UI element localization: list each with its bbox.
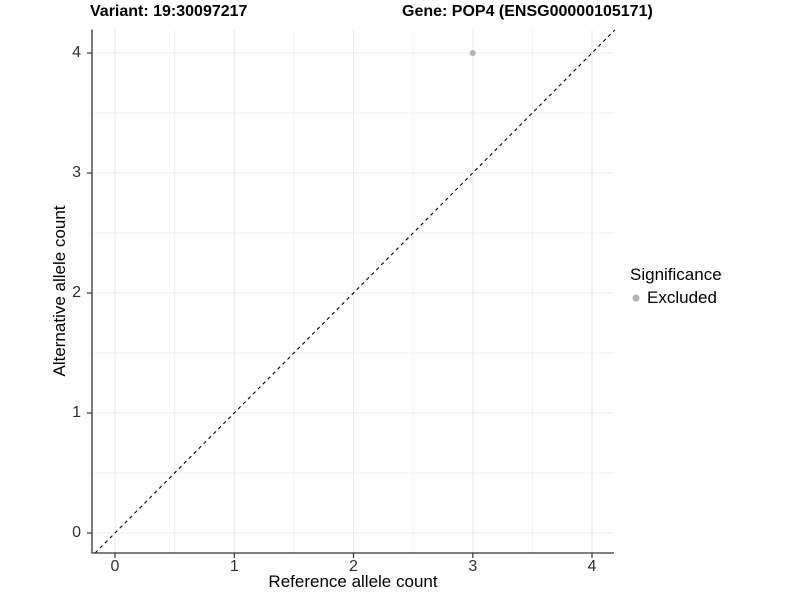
plot-title-variant: Variant: 19:30097217 [90,3,248,20]
legend-key-dot-icon [632,294,640,302]
y-tick-label-2: 2 [72,284,81,301]
legend-item-excluded: Excluded [630,288,722,308]
legend-item-label: Excluded [647,288,717,307]
x-tick-label-4: 4 [587,558,597,575]
legend: Significance Excluded [630,265,722,308]
data-point [469,50,476,56]
axis-tick-marks [87,52,593,558]
y-tick-label-0: 0 [72,524,81,541]
y-tick-label-3: 3 [72,164,81,181]
x-tick-label-2: 2 [349,558,358,575]
grid-major [92,30,614,553]
y-axis-title: Alternative allele count [50,205,69,377]
data-points-layer [469,50,476,56]
x-axis-title: Reference allele count [268,572,438,591]
plot-title-gene: Gene: POP4 (ENSG00000105171) [402,3,653,20]
x-tick-label-3: 3 [468,558,478,575]
x-tick-label-1: 1 [229,558,239,575]
legend-title: Significance [630,265,722,284]
y-tick-label-4: 4 [72,44,81,61]
axis-lines [91,29,614,554]
x-tick-label-0: 0 [110,558,120,575]
y-tick-label-1: 1 [72,404,81,421]
identity-reference-line [94,29,616,554]
